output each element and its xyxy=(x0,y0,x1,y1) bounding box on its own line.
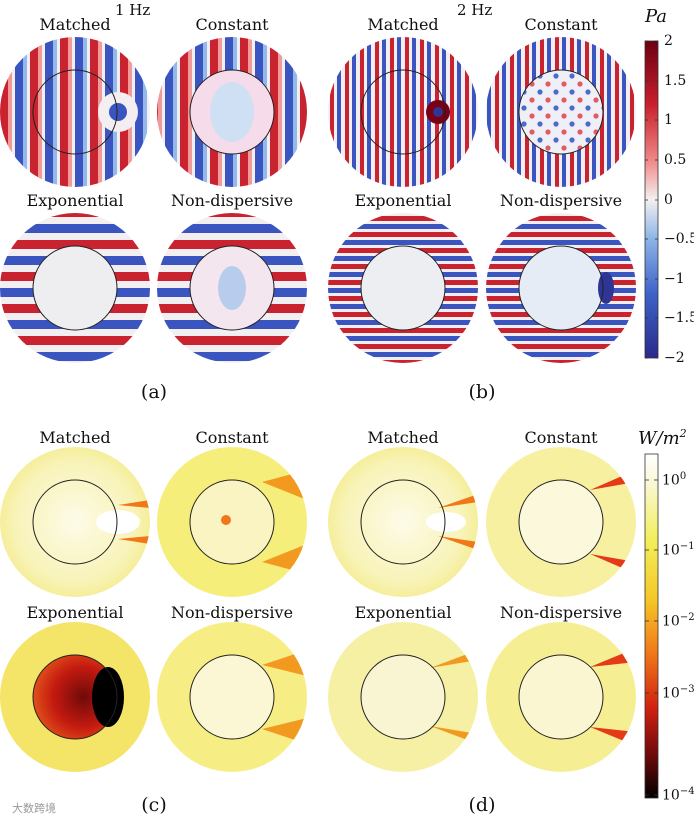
subfigure-label-b: (b) xyxy=(468,381,496,403)
intensity-unit-base: W/m xyxy=(638,428,680,449)
pressure-panel-2hz-exponential xyxy=(328,213,478,363)
pressure-panel-2hz-matched xyxy=(328,37,478,187)
pressure-tick-neg-1: −1 xyxy=(664,271,685,287)
panel-label-intensity-1hz-matched: Matched xyxy=(39,428,111,447)
watermark: 大数跨境 xyxy=(12,802,56,815)
panel-label-intensity-2hz-constant: Constant xyxy=(524,428,598,447)
panel-label-pressure-1hz-constant: Constant xyxy=(195,15,269,34)
panel-label-pressure-2hz-nondispersive: Non-dispersive xyxy=(499,191,623,210)
intensity-panel-2hz-nondispersive xyxy=(486,622,636,772)
pressure-unit-label: Pa xyxy=(645,6,668,27)
pressure-panel-2hz-constant xyxy=(486,37,636,187)
pressure-tick-1: 1 xyxy=(664,112,673,128)
panel-label-intensity-2hz-matched: Matched xyxy=(367,428,439,447)
intensity-panel-1hz-matched xyxy=(0,447,150,597)
panel-label-intensity-2hz-exponential: Exponential xyxy=(354,603,452,622)
intensity-tick-1e-1: 10−1 xyxy=(662,541,694,559)
panel-label-intensity-1hz-exponential: Exponential xyxy=(26,603,124,622)
pressure-tick-0: 0 xyxy=(664,192,673,208)
panel-label-intensity-2hz-nondispersive: Non-dispersive xyxy=(499,603,623,622)
frequency-label-2hz: 2 Hz xyxy=(457,1,493,19)
intensity-panel-1hz-constant xyxy=(157,447,307,597)
subfigure-label-d: (d) xyxy=(468,794,496,816)
pressure-panel-2hz-nondispersive xyxy=(486,213,636,363)
panel-label-pressure-1hz-nondispersive: Non-dispersive xyxy=(170,191,294,210)
pressure-tick-neg-1-5: −1.5 xyxy=(664,310,694,326)
intensity-tick-1e-2: 10−2 xyxy=(662,612,694,630)
intensity-panel-1hz-nondispersive xyxy=(157,622,307,772)
intensity-tick-1e0: 100 xyxy=(662,471,687,489)
pressure-tick-neg-0-5: −0.5 xyxy=(664,231,694,247)
intensity-unit-label: W/m2 xyxy=(638,428,687,448)
pressure-tick-1-5: 1.5 xyxy=(664,73,687,89)
panel-label-intensity-1hz-nondispersive: Non-dispersive xyxy=(170,603,294,622)
panel-label-pressure-2hz-exponential: Exponential xyxy=(354,191,452,210)
pressure-tick-neg-2: −2 xyxy=(664,350,685,366)
pressure-tick-0-5: 0.5 xyxy=(664,152,687,168)
subfigure-label-a: (a) xyxy=(140,381,168,403)
panel-label-intensity-1hz-constant: Constant xyxy=(195,428,269,447)
pressure-colorbar xyxy=(644,40,659,359)
subfigure-label-c: (c) xyxy=(141,794,167,816)
intensity-panel-1hz-exponential xyxy=(0,622,150,772)
panel-label-pressure-1hz-exponential: Exponential xyxy=(26,191,124,210)
panel-label-pressure-2hz-matched: Matched xyxy=(367,15,439,34)
intensity-panel-2hz-matched xyxy=(328,447,478,597)
intensity-tick-1e-3: 10−3 xyxy=(662,684,694,702)
intensity-panel-2hz-exponential xyxy=(328,622,478,772)
pressure-panel-1hz-matched xyxy=(0,37,150,187)
panel-label-pressure-1hz-matched: Matched xyxy=(39,15,111,34)
pressure-tick-2: 2 xyxy=(664,33,673,49)
pressure-panel-1hz-nondispersive xyxy=(157,213,307,363)
intensity-unit-exponent: 2 xyxy=(679,427,687,440)
intensity-tick-1e-4: 10−4 xyxy=(662,786,694,804)
pressure-panel-1hz-exponential xyxy=(0,213,150,363)
pressure-panel-1hz-constant xyxy=(157,37,307,187)
intensity-panel-2hz-constant xyxy=(486,447,636,597)
panel-label-pressure-2hz-constant: Constant xyxy=(524,15,598,34)
intensity-colorbar xyxy=(644,453,659,799)
frequency-label-1hz: 1 Hz xyxy=(115,1,151,19)
